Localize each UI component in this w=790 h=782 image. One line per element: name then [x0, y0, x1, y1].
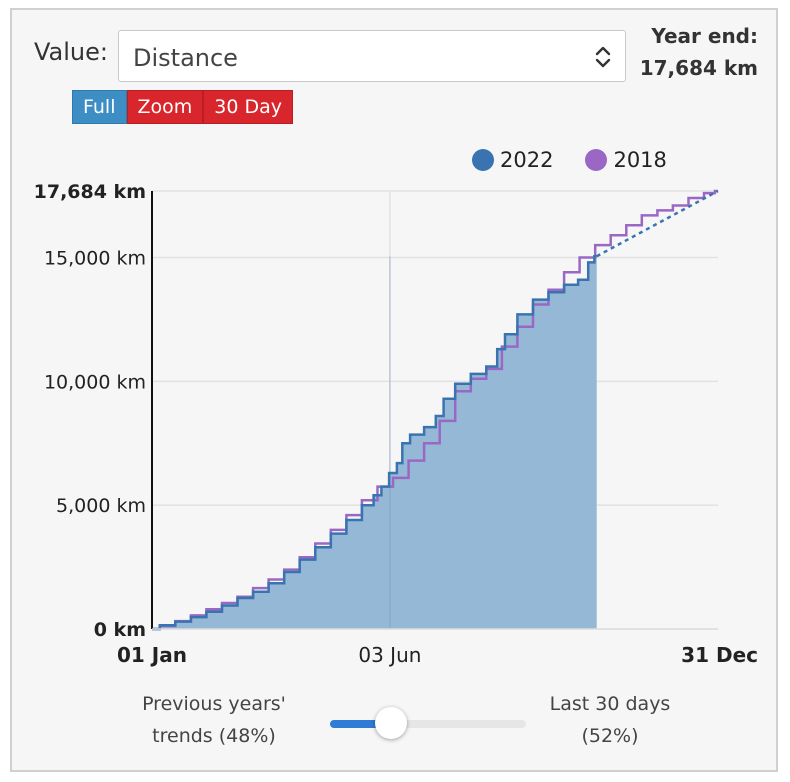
slider-left-label: Previous years' trends (48%): [124, 688, 304, 752]
value-label: Value:: [34, 38, 108, 66]
slider-right-label-line1: Last 30 days: [549, 693, 671, 715]
legend-dot-2022: [472, 149, 494, 171]
updown-chevron-icon: [595, 46, 611, 68]
y-tick-label-2: 10,000 km: [44, 371, 146, 393]
chart-legend: 2022 2018: [472, 148, 699, 172]
widget-panel: Value: Distance Year end: 17,684 km Full…: [10, 8, 778, 772]
range-button-group: Full Zoom 30 Day: [72, 90, 294, 124]
distance-chart: 0 km 5,000 km 10,000 km 15,000 km 17,684 km 0…: [34, 181, 758, 667]
legend-dot-2018: [585, 149, 608, 171]
slider-right-label-line2: (52%): [581, 725, 639, 747]
y-tick-label-4: 17,684 km: [34, 181, 146, 203]
series-2022-area: [152, 256, 597, 629]
legend-label-2018: 2018: [613, 148, 667, 172]
legend-item-2018[interactable]: 2018: [585, 148, 667, 172]
value-select-text: Distance: [133, 44, 238, 72]
series-2022-projection: [596, 189, 719, 258]
value-select[interactable]: Distance: [118, 30, 626, 82]
y-tick-label-0: 0 km: [94, 619, 146, 641]
legend-label-2022: 2022: [500, 148, 554, 172]
year-end-label: Year end:: [651, 24, 758, 48]
year-end-value: 17,684 km: [639, 56, 758, 80]
slider-left-label-line2: trends (48%): [152, 725, 276, 747]
full-button[interactable]: Full: [72, 90, 127, 124]
thirty-day-button[interactable]: 30 Day: [203, 90, 294, 124]
y-tick-label-3: 15,000 km: [44, 247, 146, 269]
slider-thumb[interactable]: [374, 707, 407, 739]
slider-fill: [330, 720, 385, 728]
zoom-button[interactable]: Zoom: [126, 90, 204, 124]
legend-item-2022[interactable]: 2022: [472, 148, 553, 172]
y-tick-label-1: 5,000 km: [56, 495, 146, 517]
trend-weight-slider[interactable]: [330, 707, 526, 739]
x-tick-label-2: 31 Dec: [681, 643, 758, 667]
slider-right-label: Last 30 days (52%): [530, 688, 690, 752]
x-tick-label-0: 01 Jan: [117, 643, 187, 667]
series-2022-line: [152, 254, 597, 631]
slider-left-label-line1: Previous years': [142, 693, 286, 715]
x-tick-label-1: 03 Jun: [358, 643, 421, 667]
